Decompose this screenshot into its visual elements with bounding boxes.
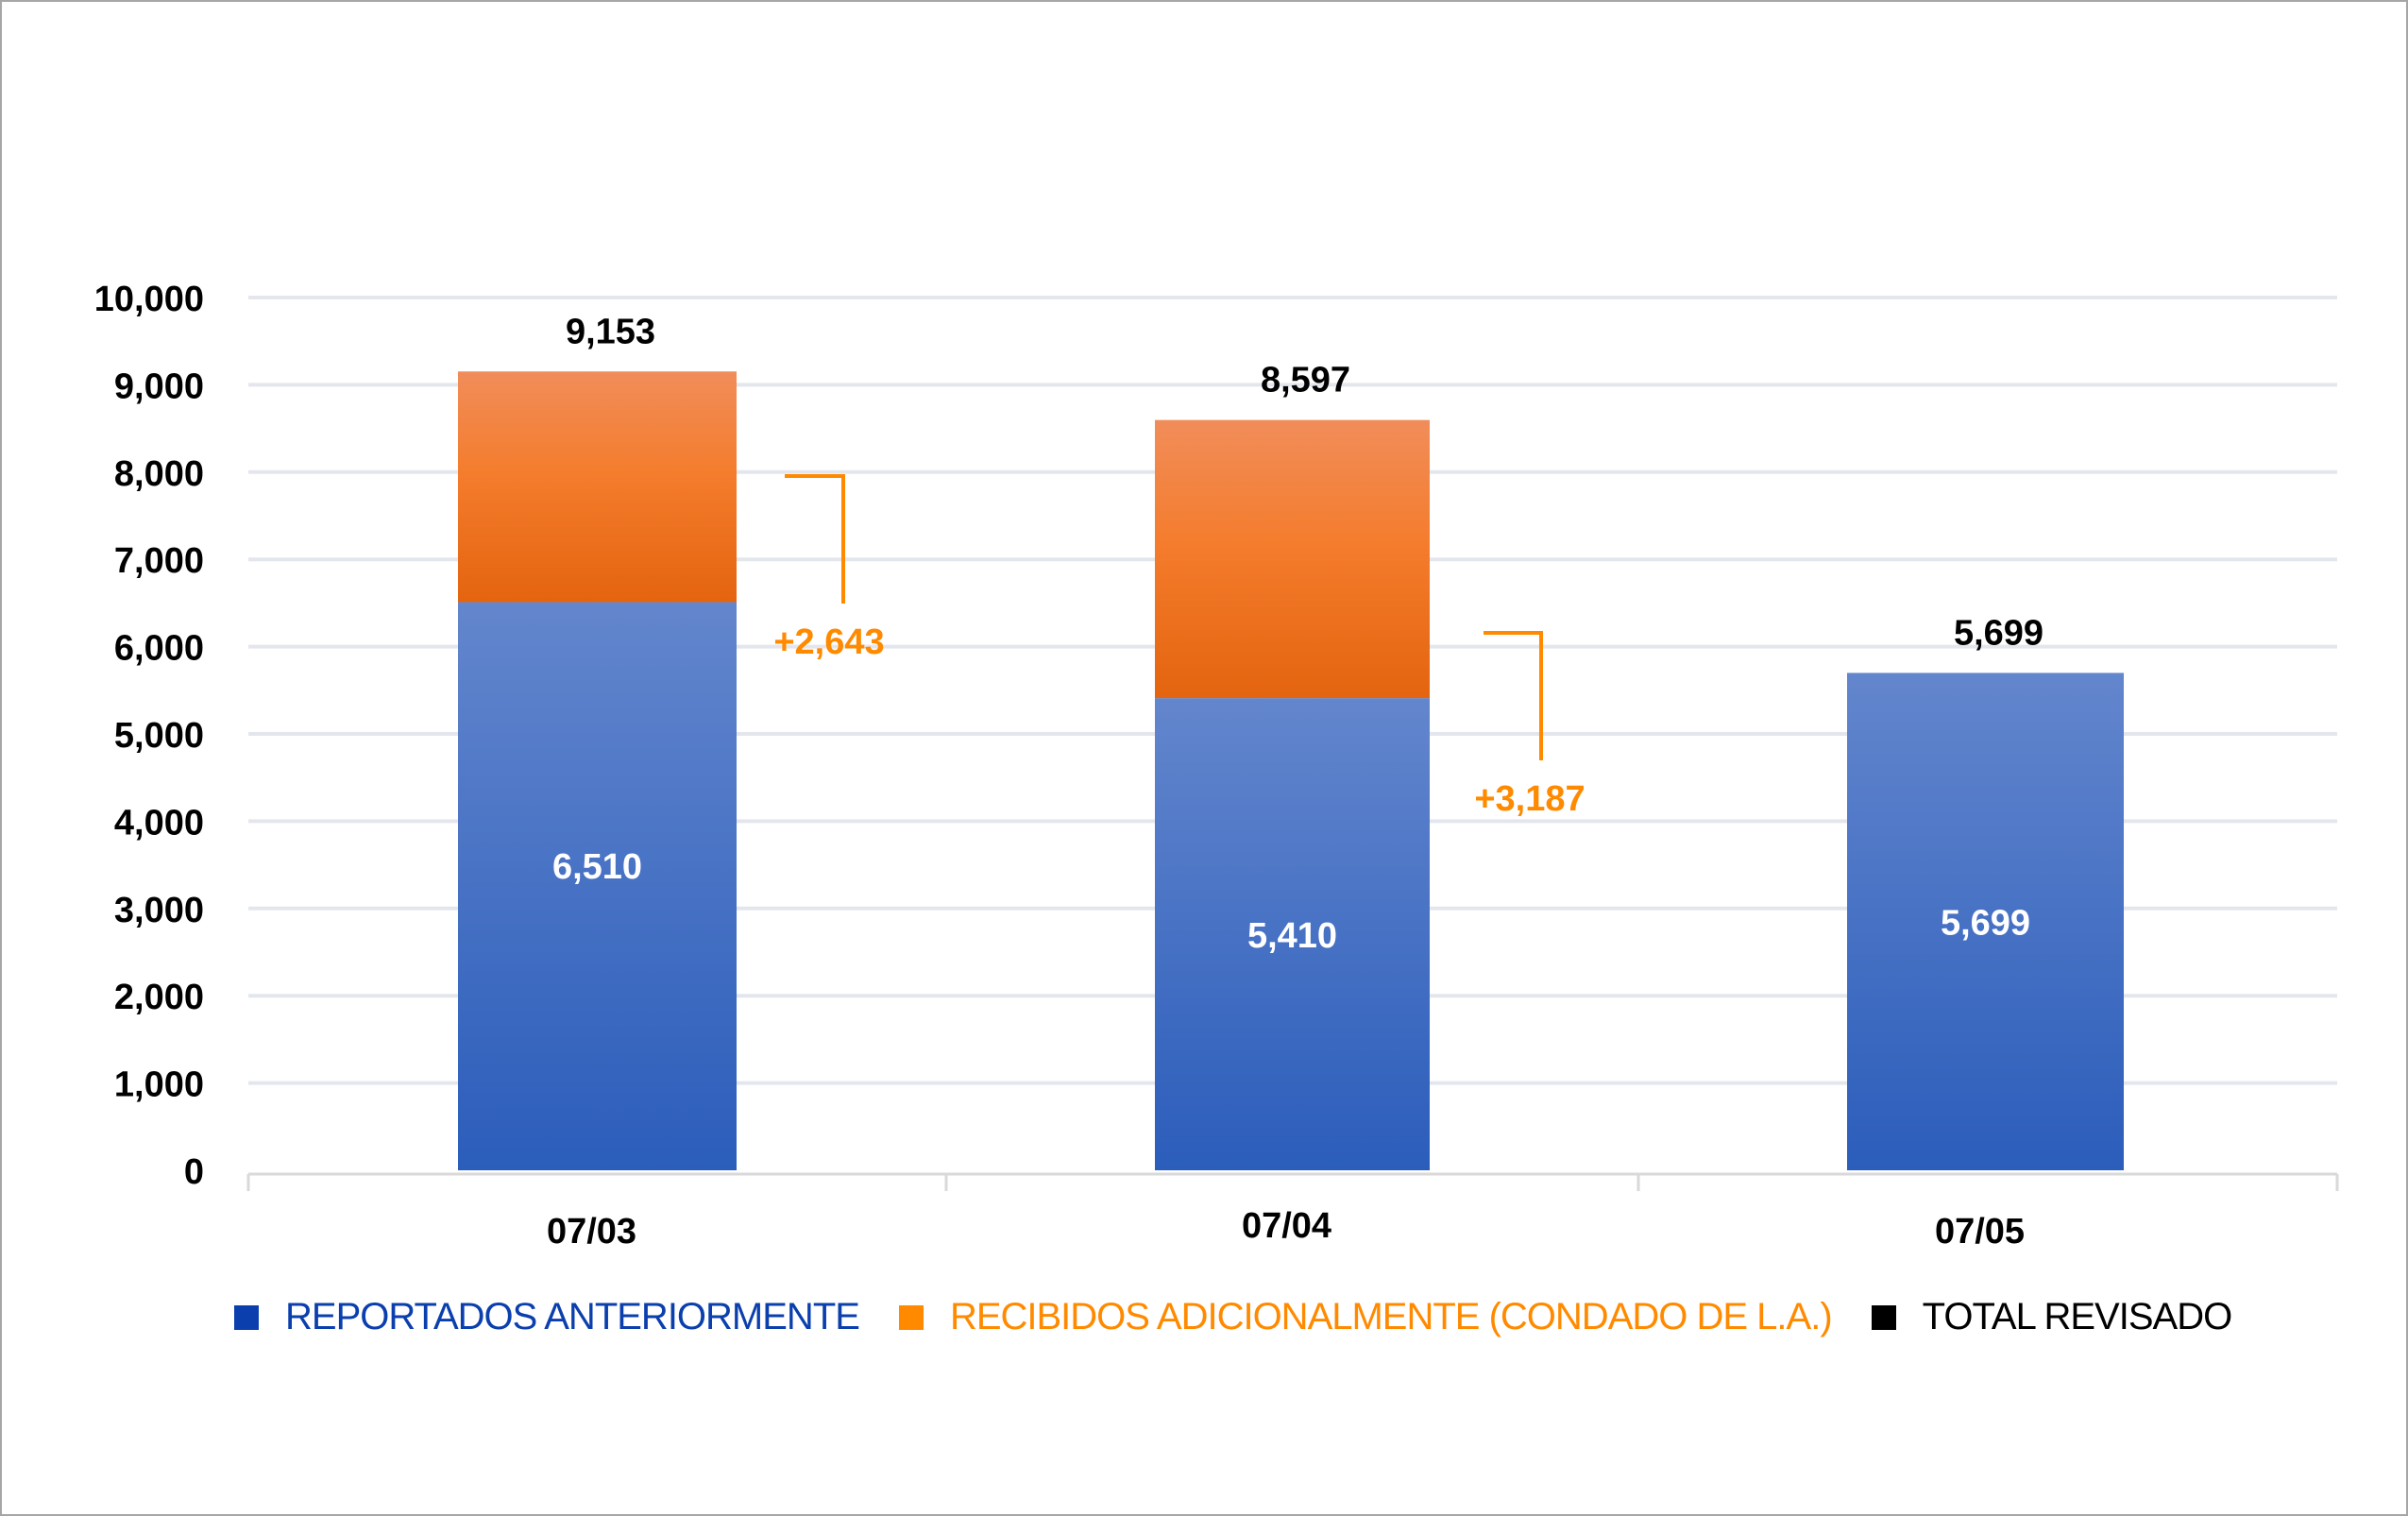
y-axis: 0 1,000 2,000 3,000 4,000 5,000 6,000 7,000 8,00…	[94, 280, 204, 1192]
y-tick-label: 7,000	[114, 541, 204, 581]
y-tick-label: 0	[184, 1152, 204, 1192]
bar-reportados	[458, 602, 737, 1170]
legend-swatch-orange	[898, 1304, 924, 1330]
data-labels: 6,510 9,153 5,410 8,597 5,699 5,699 +2,643 +3,1…	[552, 312, 2043, 956]
y-tick-label: 8,000	[114, 454, 204, 494]
x-axis: 07/03 07/04 07/05	[246, 1172, 2339, 1252]
legend-swatch-blue	[234, 1304, 259, 1330]
bar-reportados	[1847, 673, 2124, 1170]
segment-label: 6,510	[552, 847, 642, 887]
x-tick-label: 07/04	[1242, 1206, 1331, 1246]
legend-label: RECIBIDOS ADICIONALMENTE (CONDADO DE L.A…	[949, 1296, 1833, 1337]
y-tick-label: 5,000	[114, 716, 204, 756]
bar-recibidos	[1155, 419, 1430, 699]
segment-label: 5,699	[1941, 904, 2030, 944]
y-tick-label: 10,000	[94, 280, 204, 319]
bar-recibidos	[458, 371, 737, 603]
y-tick-label: 4,000	[114, 803, 204, 843]
increase-annotation: +2,643	[773, 622, 884, 662]
total-label: 8,597	[1261, 361, 1350, 400]
legend-label: REPORTADOS ANTERIORMENTE	[285, 1296, 860, 1337]
legend-item-total: TOTAL REVISADO	[1871, 1296, 2233, 1338]
y-tick-label: 1,000	[114, 1065, 204, 1105]
bar-reportados	[1155, 698, 1430, 1170]
y-tick-label: 9,000	[114, 366, 204, 406]
y-tick-label: 2,000	[114, 978, 204, 1017]
bars	[458, 371, 2124, 1170]
bracket	[1484, 631, 1543, 760]
legend-item-recibidos: RECIBIDOS ADICIONALMENTE (CONDADO DE L.A…	[898, 1296, 1833, 1338]
total-label: 9,153	[566, 312, 655, 351]
increase-annotation: +3,187	[1474, 779, 1585, 819]
total-label: 5,699	[1954, 613, 2043, 653]
legend-label: TOTAL REVISADO	[1922, 1296, 2233, 1337]
legend: REPORTADOS ANTERIORMENTE RECIBIDOS ADICI…	[234, 1296, 2271, 1338]
legend-item-reportados: REPORTADOS ANTERIORMENTE	[234, 1296, 860, 1338]
segment-label: 5,410	[1247, 916, 1337, 956]
legend-swatch-black	[1871, 1304, 1896, 1330]
y-tick-label: 3,000	[114, 891, 204, 930]
bracket	[785, 474, 845, 604]
y-tick-label: 6,000	[114, 629, 204, 669]
x-tick-label: 07/05	[1935, 1212, 2025, 1252]
x-tick-label: 07/03	[547, 1212, 636, 1252]
